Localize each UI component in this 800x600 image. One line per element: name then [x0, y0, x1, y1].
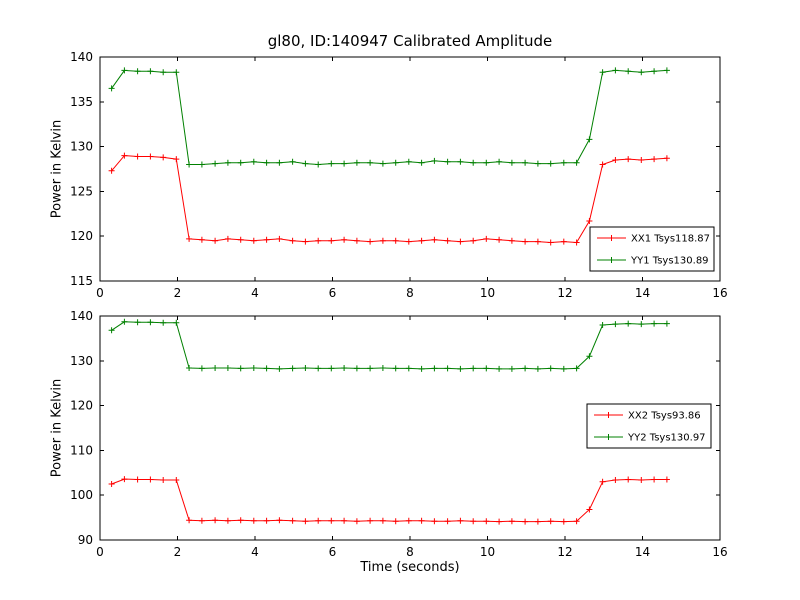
series-markers-xx2 [108, 476, 670, 525]
x-tick-label: 16 [712, 545, 727, 559]
y-tick-label: 115 [70, 274, 93, 288]
x-tick-label: 12 [557, 545, 572, 559]
x-tick-label: 4 [251, 286, 259, 300]
y-tick-label: 140 [70, 50, 93, 64]
x-tick-label: 6 [329, 286, 337, 300]
x-tick-label: 12 [557, 286, 572, 300]
x-tick-label: 8 [406, 545, 414, 559]
legend-plus-marker [605, 434, 612, 440]
x-tick-label: 14 [635, 286, 650, 300]
x-tick-label: 4 [251, 545, 259, 559]
y-tick-label: 100 [70, 488, 93, 502]
series-line-yy2 [111, 321, 667, 370]
x-tick-label: 8 [406, 286, 414, 300]
y-tick-label: 135 [70, 95, 93, 109]
legend-label: YY1 Tsys130.89 [630, 256, 709, 267]
x-tick-label: 10 [480, 545, 495, 559]
x-tick-label: 2 [174, 545, 182, 559]
legend-plus-marker [608, 235, 615, 241]
legend-label: XX1 Tsys118.87 [631, 234, 710, 245]
y-tick-label: 130 [70, 354, 93, 368]
legend-box-0 [589, 226, 715, 272]
series-markers-yy1 [108, 67, 670, 168]
series-markers-xx1 [108, 152, 670, 246]
x-tick-label: 2 [174, 286, 182, 300]
legend-label: XX2 Tsys93.86 [628, 411, 701, 422]
x-tick-label: 10 [480, 286, 495, 300]
series-line-yy1 [111, 69, 667, 166]
x-tick-label: 16 [712, 286, 727, 300]
x-tick-label: 0 [96, 286, 104, 300]
y-tick-label: 120 [70, 229, 93, 243]
y-tick-label: 120 [70, 399, 93, 413]
y-tick-label: 110 [70, 443, 93, 457]
y-tick-label: 90 [78, 533, 93, 547]
xlabel: Time (seconds) [360, 560, 460, 575]
series-line-xx2 [111, 478, 667, 523]
y-tick-label: 130 [70, 140, 93, 154]
x-tick-label: 6 [329, 545, 337, 559]
series-markers-yy2 [108, 318, 670, 372]
figure-title: gl80, ID:140947 Calibrated Amplitude [267, 32, 553, 50]
legend-plus-marker [605, 412, 612, 418]
x-tick-label: 14 [635, 545, 650, 559]
x-tick-label: 0 [96, 545, 104, 559]
y-tick-label: 140 [70, 309, 93, 323]
legend-label: YY2 Tsys130.97 [627, 433, 706, 444]
series-line-xx1 [111, 155, 667, 244]
legend-plus-marker [608, 257, 615, 263]
y-tick-label: 125 [70, 184, 93, 198]
legend-box-1 [586, 403, 712, 449]
